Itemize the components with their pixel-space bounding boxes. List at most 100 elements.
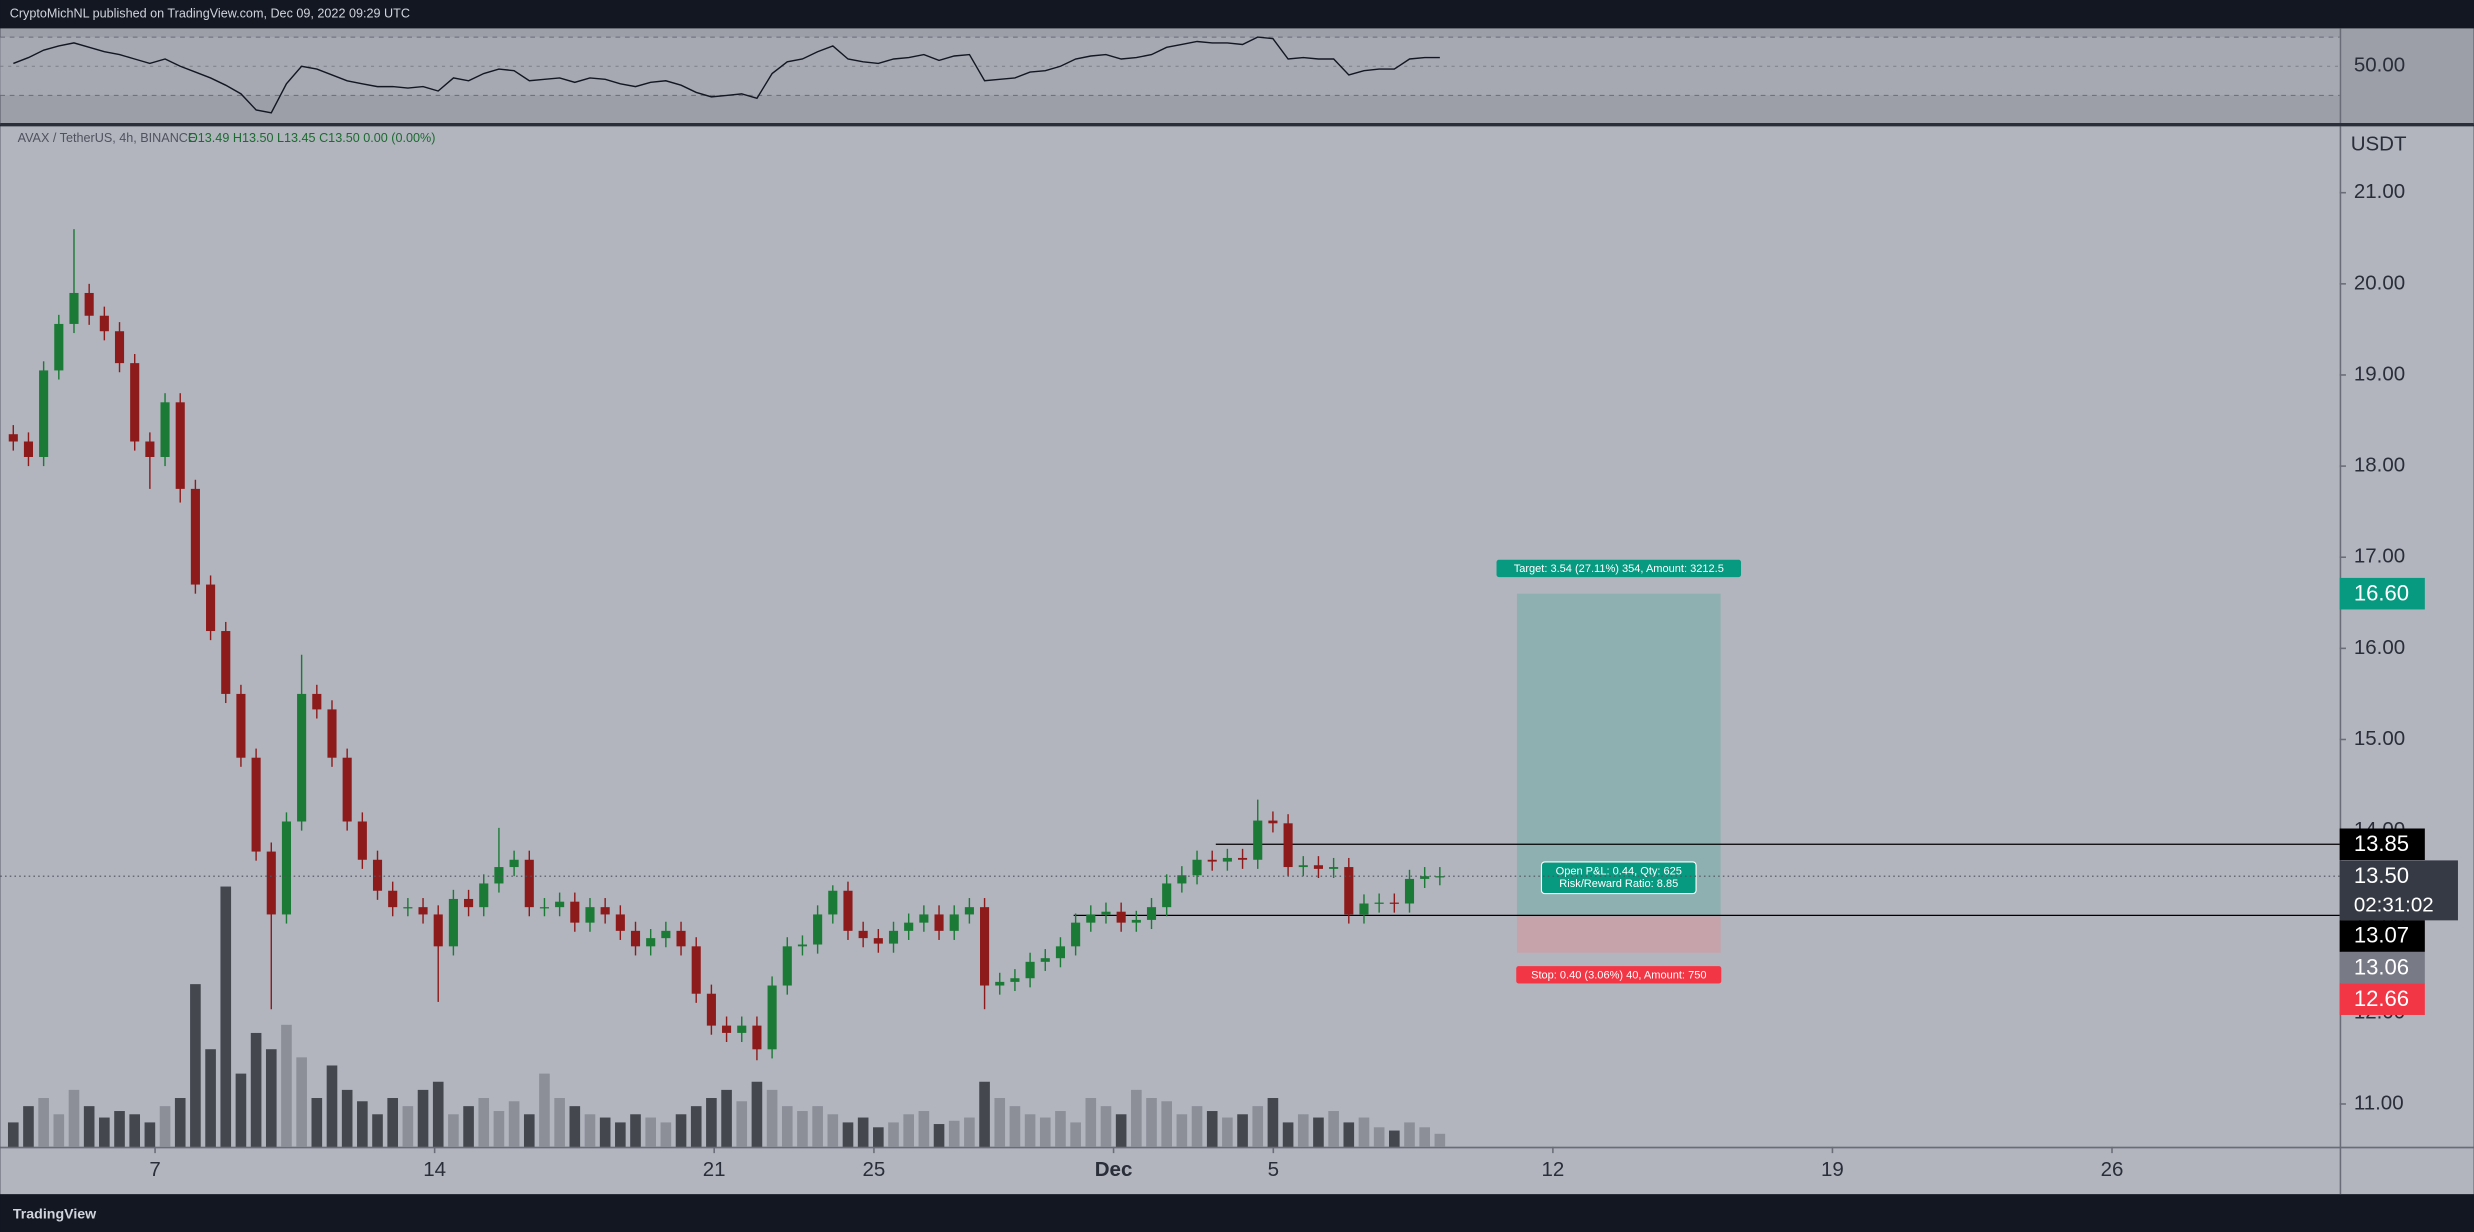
candle-body — [919, 914, 929, 923]
volume-bar — [1297, 1114, 1309, 1147]
candle-body — [221, 631, 231, 694]
volume-bar — [357, 1101, 368, 1147]
volume-bar — [706, 1098, 717, 1147]
candle-body — [1404, 878, 1415, 904]
candle-body — [1131, 919, 1141, 923]
volume-bar — [1358, 1117, 1370, 1147]
candle-body — [1071, 922, 1081, 947]
volume-bar — [979, 1081, 990, 1147]
volume-bar — [311, 1098, 323, 1147]
candle-body — [691, 946, 701, 994]
volume-bar — [281, 1024, 292, 1147]
volume-bar — [1206, 1111, 1218, 1147]
volume-bar — [144, 1122, 156, 1147]
candle-body — [1283, 823, 1293, 868]
x-tick-label: 14 — [423, 1158, 446, 1181]
candle-body — [1025, 961, 1035, 979]
price-label-bg — [2339, 860, 2458, 921]
pnl-label: Open P&L: 0.44, Qty: 625 — [1556, 865, 1682, 877]
x-tick-label: 19 — [1821, 1158, 1844, 1181]
volume-bar — [569, 1106, 581, 1147]
candle-body — [1192, 859, 1202, 876]
volume-bar — [1419, 1127, 1430, 1147]
volume-bar — [675, 1114, 687, 1147]
volume-bar — [387, 1098, 399, 1147]
rr-label: Risk/Reward Ratio: 8.85 — [1559, 878, 1678, 890]
volume-bar — [1434, 1133, 1446, 1147]
volume-bar — [1389, 1130, 1400, 1147]
volume-bar — [1237, 1114, 1248, 1147]
candle-body — [1374, 902, 1384, 904]
candle-body — [1389, 902, 1399, 904]
volume-bar — [341, 1089, 353, 1147]
candle-body — [1177, 875, 1187, 884]
y-tick-label: 20.00 — [2354, 271, 2405, 294]
candle-body — [190, 488, 200, 585]
volume-bar — [1267, 1098, 1279, 1147]
price-label: 12.66 — [2354, 986, 2409, 1011]
volume-bar — [493, 1111, 505, 1147]
candle-body — [615, 914, 625, 931]
volume-bar — [781, 1106, 793, 1147]
candle-body — [236, 693, 246, 758]
volume-bar — [751, 1081, 763, 1147]
volume-bar — [478, 1098, 490, 1147]
volume-bar — [129, 1114, 141, 1147]
volume-bar — [660, 1122, 672, 1147]
volume-bar — [296, 1057, 307, 1147]
candle-body — [1298, 865, 1308, 868]
candle-body — [1359, 903, 1369, 915]
candle-body — [281, 821, 292, 915]
candle-body — [1313, 865, 1323, 869]
candle-body — [1055, 946, 1066, 959]
volume-bar — [964, 1117, 975, 1147]
volume-bar — [1085, 1098, 1097, 1147]
candle-body — [1435, 876, 1445, 878]
stop-label-bg — [1516, 966, 1722, 984]
candle-body — [297, 693, 307, 822]
volume-bar — [1222, 1117, 1233, 1147]
candle-body — [84, 292, 94, 316]
volume-bar — [690, 1106, 702, 1147]
candle-body — [23, 441, 34, 457]
volume-bar — [68, 1089, 80, 1147]
volume-bar — [205, 1049, 216, 1147]
volume-bar — [1055, 1111, 1066, 1147]
volume-bar — [114, 1111, 125, 1147]
volume-bar — [827, 1114, 839, 1147]
candle-body — [403, 907, 413, 909]
volume-bar — [190, 984, 201, 1147]
candle-body — [448, 898, 458, 947]
candle-body — [646, 938, 656, 947]
volume-bar — [812, 1106, 823, 1147]
candle-body — [767, 985, 777, 1050]
volume-bar — [7, 1122, 19, 1147]
candle-body — [722, 1025, 732, 1033]
volume-bar — [1009, 1106, 1021, 1147]
candle-body — [433, 914, 443, 947]
candle-body — [509, 859, 519, 868]
candle-body — [266, 851, 276, 915]
volume-bar — [948, 1120, 960, 1147]
volume-bar — [584, 1114, 596, 1147]
candle-body — [99, 315, 109, 332]
volume-bar — [797, 1111, 808, 1147]
candle-body — [555, 901, 565, 908]
volume-bar — [539, 1073, 550, 1147]
volume-bar — [220, 886, 232, 1147]
volume-bar — [508, 1101, 520, 1147]
x-tick-label: 26 — [2101, 1158, 2124, 1181]
volume-bar — [721, 1089, 732, 1147]
candle-body — [980, 907, 990, 986]
price-pane — [0, 126, 2474, 1147]
candle-body — [1420, 876, 1430, 879]
candle-body — [1162, 883, 1172, 908]
volume-bar — [599, 1117, 611, 1147]
volume-bar — [523, 1114, 535, 1147]
volume-bar — [918, 1111, 930, 1147]
candle-body — [1086, 914, 1096, 923]
volume-bar — [645, 1117, 657, 1147]
volume-bar — [1070, 1122, 1081, 1147]
volume-bar — [432, 1081, 444, 1147]
volume-bar — [994, 1098, 1006, 1147]
